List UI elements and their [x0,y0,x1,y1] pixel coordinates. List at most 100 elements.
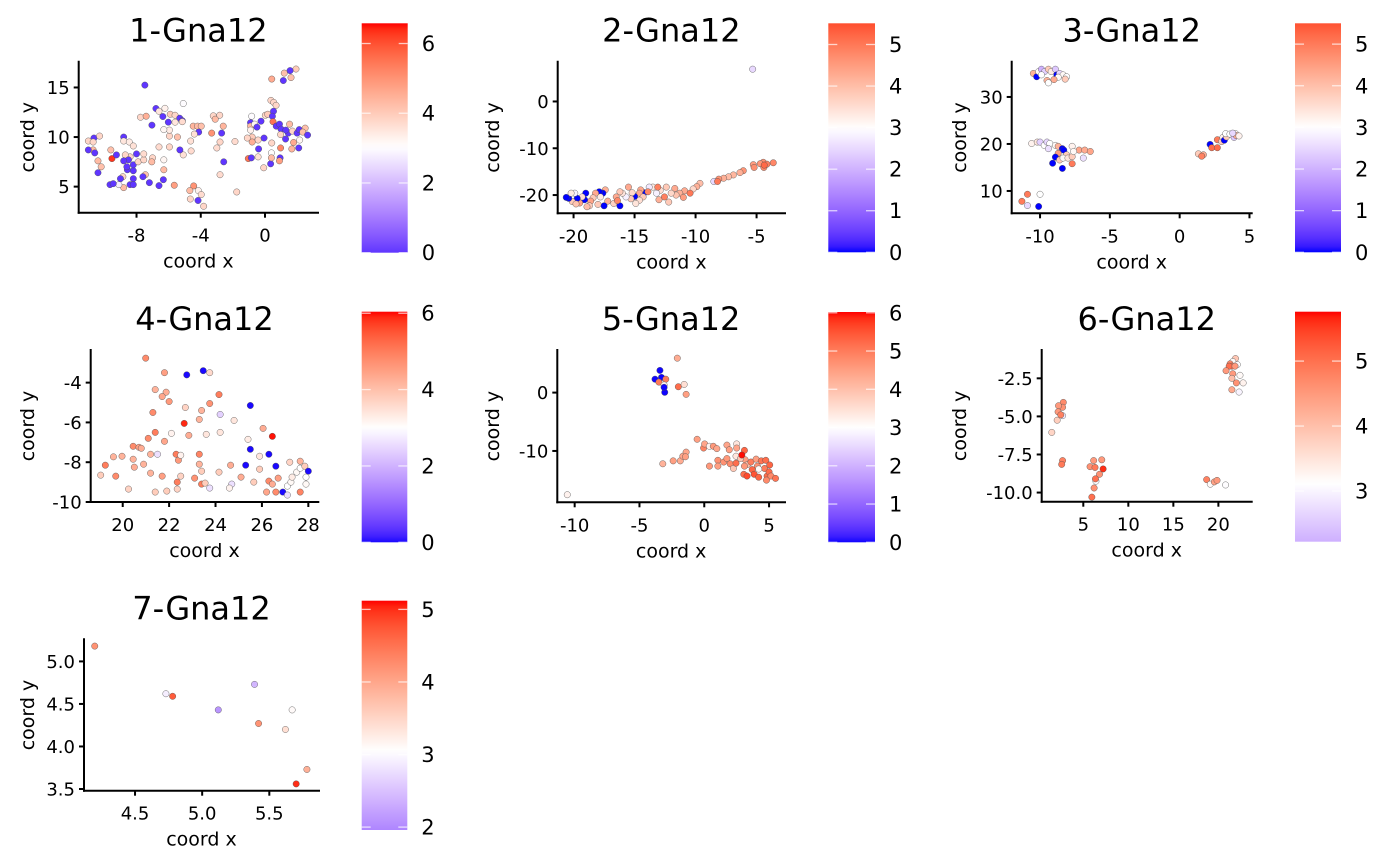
x-axis-title: coord x [636,251,707,273]
data-point [614,197,621,205]
data-point [130,463,138,471]
colorbar-tick-label: 6 [889,301,902,325]
y-axis-title: coord y [17,391,39,462]
colorbar-tick-label: 6 [421,302,434,326]
data-point [89,138,97,146]
data-point [195,450,203,458]
data-point [243,134,251,142]
panel-title: 7-Gna12 [132,589,270,627]
data-point [168,429,175,437]
data-point [166,132,173,140]
data-point [750,164,758,171]
data-point [174,133,181,141]
data-point [732,459,740,467]
data-point [723,455,731,462]
data-point [303,766,311,773]
points-layer [562,65,777,211]
data-point [1079,154,1087,162]
data-point [248,138,256,146]
data-point [142,112,150,120]
colorbar-legend: 0 2 4 6 [361,302,435,555]
data-point [216,111,224,119]
data-point [1213,476,1221,484]
data-point [679,193,687,201]
data-point [257,117,265,125]
data-point [1045,79,1052,87]
data-point [272,462,280,470]
data-point [1229,129,1237,137]
data-point [1231,362,1239,370]
data-point [562,193,570,201]
data-point [215,391,223,398]
x-tick-label: 20 [111,515,134,536]
data-point [129,142,137,150]
panel-7: 7-Gna12 4.5 5.0 5.5 3.5 4.0 4.5 5.0 coord x coord… [17,589,435,850]
data-point [248,112,256,120]
x-axis-title: coord x [636,540,707,562]
y-axis-title: coord y [949,102,971,173]
data-point [682,453,689,461]
x-tick-label: 0 [699,515,710,536]
data-point [206,369,214,377]
data-point [142,354,150,362]
data-point [145,179,153,187]
points-layer [563,354,779,499]
data-point [147,469,154,477]
panel-1: 1-Gna12 -8 -4 0 5 10 15 coord x coord y 0 2 4 6 [17,12,435,273]
panel-6: 6-Gna12 5 10 15 20 -10.0 -7.5 -5.0 -2.5 coord x co… [949,300,1368,562]
data-point [253,123,261,131]
data-point [140,156,148,164]
data-point [151,428,159,436]
data-point [667,189,675,197]
data-point [1092,475,1099,483]
data-point [661,193,668,201]
panel-5: 5-Gna12 -10 -5 0 5 -10 0 coord x coord y 0 1 2 3 4 5 6 [482,300,902,562]
data-point [288,706,296,714]
data-point [769,159,777,167]
data-point [161,104,169,112]
data-point [288,145,296,153]
data-point [125,485,132,493]
y-tick-label: 15 [47,78,70,99]
points-layer [1048,355,1247,501]
x-tick-label: -5 [1101,226,1119,247]
data-point [654,183,662,191]
data-point [162,388,170,396]
data-point [662,183,670,191]
x-tick-label: 24 [204,515,227,536]
data-point [286,458,294,466]
x-tick-label: 10 [1117,515,1140,536]
data-point [1236,371,1244,379]
data-point [200,202,208,210]
data-point [149,409,157,416]
data-point [644,188,652,196]
data-point [177,451,185,459]
data-point [625,183,632,191]
data-point [181,404,189,411]
data-point [1232,379,1240,387]
panel-title: 5-Gna12 [602,300,740,338]
data-point [736,169,744,176]
data-point [583,203,591,211]
data-point [772,474,779,482]
data-point [296,488,304,496]
y-axis-title: coord y [949,391,971,462]
colorbar-tick-label: 4 [1355,415,1368,439]
data-point [260,164,268,172]
x-axis-title: coord x [1111,540,1182,562]
colorbar-tick-label: 1 [1355,199,1368,223]
data-point [206,400,214,407]
data-point [268,480,276,488]
data-point [741,462,748,470]
data-point [137,444,145,452]
colorbar-tick-label: 4 [422,102,435,126]
data-point [725,446,733,454]
data-point [141,81,149,89]
y-tick-label: 5 [58,177,69,198]
data-point [274,474,282,482]
data-point [220,158,228,166]
panel-title: 6-Gna12 [1077,300,1215,338]
colorbar [828,23,875,253]
